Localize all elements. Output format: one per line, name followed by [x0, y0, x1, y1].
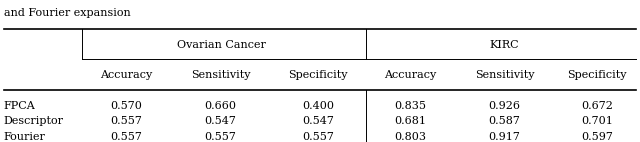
- Text: 0.681: 0.681: [394, 116, 426, 126]
- Text: Accuracy: Accuracy: [385, 70, 436, 80]
- Text: 0.557: 0.557: [111, 116, 143, 126]
- Text: 0.557: 0.557: [205, 132, 237, 142]
- Text: Specificity: Specificity: [289, 70, 348, 80]
- Text: 0.557: 0.557: [302, 132, 334, 142]
- Text: 0.672: 0.672: [580, 101, 612, 111]
- Text: 0.660: 0.660: [205, 101, 237, 111]
- Text: 0.547: 0.547: [205, 116, 237, 126]
- Text: 0.803: 0.803: [394, 132, 426, 142]
- Text: Fourier: Fourier: [3, 132, 45, 142]
- Text: 0.835: 0.835: [394, 101, 426, 111]
- Text: Ovarian Cancer: Ovarian Cancer: [177, 40, 266, 50]
- Text: 0.926: 0.926: [488, 101, 520, 111]
- Text: 0.917: 0.917: [488, 132, 520, 142]
- Text: Descriptor: Descriptor: [3, 116, 63, 126]
- Text: 0.557: 0.557: [111, 132, 143, 142]
- Text: 0.547: 0.547: [302, 116, 334, 126]
- Text: Sensitivity: Sensitivity: [475, 70, 534, 80]
- Text: and Fourier expansion: and Fourier expansion: [4, 8, 131, 18]
- Text: FPCA: FPCA: [3, 101, 35, 111]
- Text: KIRC: KIRC: [489, 40, 518, 50]
- Text: Accuracy: Accuracy: [100, 70, 153, 80]
- Text: 0.587: 0.587: [488, 116, 520, 126]
- Text: 0.701: 0.701: [580, 116, 612, 126]
- Text: 0.570: 0.570: [111, 101, 143, 111]
- Text: Sensitivity: Sensitivity: [191, 70, 250, 80]
- Text: 0.400: 0.400: [302, 101, 334, 111]
- Text: 0.597: 0.597: [580, 132, 612, 142]
- Text: Specificity: Specificity: [567, 70, 627, 80]
